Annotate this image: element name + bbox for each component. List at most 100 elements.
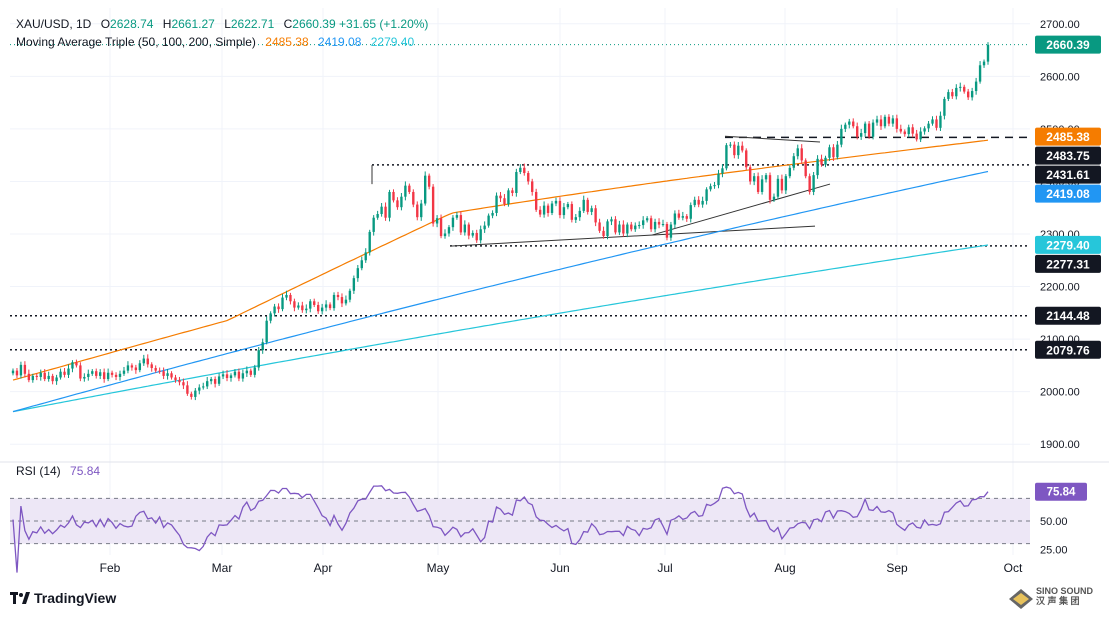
candle-body bbox=[550, 203, 554, 213]
candle-body bbox=[360, 260, 363, 269]
candle-body bbox=[760, 179, 764, 192]
candle-body bbox=[800, 148, 803, 161]
candle-body bbox=[269, 313, 272, 321]
candle-body bbox=[523, 167, 526, 174]
candle-body bbox=[142, 358, 145, 364]
candle-body bbox=[150, 364, 153, 369]
candle-body bbox=[451, 217, 455, 228]
candle-body bbox=[852, 121, 855, 127]
candle-body bbox=[804, 160, 807, 177]
tradingview-logo[interactable]: TradingView bbox=[10, 590, 116, 606]
candle-body bbox=[170, 373, 173, 378]
candle-body bbox=[923, 128, 926, 132]
low-label: L bbox=[224, 17, 231, 31]
candle-body bbox=[745, 150, 748, 168]
candle-body bbox=[289, 294, 292, 302]
candle-body bbox=[110, 372, 114, 375]
candle-body bbox=[328, 304, 332, 309]
candle-body bbox=[194, 390, 197, 397]
price-label-ma100-box bbox=[1035, 184, 1101, 203]
candle-body bbox=[273, 306, 276, 314]
trend-line bbox=[449, 225, 816, 247]
level-label: 2079.76 bbox=[1046, 343, 1090, 357]
x-tick-label: Jun bbox=[550, 561, 569, 575]
candle-body bbox=[309, 301, 312, 309]
candle-body bbox=[661, 224, 665, 226]
brand-name: TradingView bbox=[34, 590, 117, 606]
ma-header: Moving Average Triple (50, 100, 200, Sim… bbox=[16, 35, 414, 49]
price-label-last: 2660.39 bbox=[1046, 38, 1090, 52]
candle-body bbox=[463, 224, 467, 233]
candle-body bbox=[863, 123, 867, 134]
candle-body bbox=[729, 144, 732, 146]
tradingview-icon bbox=[10, 592, 30, 604]
candle-body bbox=[158, 370, 161, 372]
candle-body bbox=[875, 119, 879, 123]
candle-body bbox=[182, 382, 185, 386]
candle-body bbox=[566, 204, 570, 208]
candle-body bbox=[903, 131, 906, 135]
trend-line bbox=[724, 135, 821, 143]
candle-body bbox=[527, 173, 530, 182]
open-label: O bbox=[100, 17, 111, 31]
candle-body bbox=[221, 374, 225, 377]
candle-body bbox=[931, 119, 934, 124]
level-label: 2144.48 bbox=[1046, 309, 1090, 323]
candle-body bbox=[796, 148, 799, 157]
x-tick-label: Feb bbox=[100, 561, 121, 575]
candle-body bbox=[966, 91, 970, 98]
candle-body bbox=[542, 205, 546, 215]
candle-body bbox=[233, 371, 237, 376]
candle-body bbox=[955, 87, 958, 97]
trend-line bbox=[651, 183, 831, 236]
candle-body bbox=[209, 379, 213, 382]
candle-body bbox=[705, 189, 708, 201]
candle-body bbox=[681, 216, 685, 218]
chart-grid bbox=[0, 8, 1109, 555]
candle-body bbox=[645, 218, 649, 221]
candle-body bbox=[11, 370, 15, 374]
candle-body bbox=[907, 127, 910, 135]
candle-body bbox=[982, 61, 986, 66]
candle-body bbox=[229, 375, 233, 379]
candle-body bbox=[106, 372, 110, 380]
candle-body bbox=[614, 219, 617, 233]
candle-body bbox=[241, 373, 245, 379]
candle-body bbox=[867, 123, 871, 137]
candle-body bbox=[511, 190, 514, 194]
candle-body bbox=[963, 86, 966, 92]
candle-body bbox=[725, 145, 728, 169]
candle-body bbox=[594, 208, 597, 223]
candle-body bbox=[459, 215, 463, 233]
candle-body bbox=[562, 207, 566, 216]
candle-body bbox=[479, 229, 482, 241]
candle-body bbox=[534, 191, 538, 210]
candle-body bbox=[558, 200, 562, 216]
candle-body bbox=[515, 171, 518, 194]
candle-body bbox=[832, 147, 835, 158]
close-value: 2660.39 bbox=[292, 17, 336, 31]
candle-body bbox=[792, 156, 795, 168]
candle-body bbox=[416, 204, 419, 218]
candle-body bbox=[653, 221, 657, 230]
candle-body bbox=[657, 221, 661, 225]
candle-body bbox=[491, 212, 494, 216]
candle-body bbox=[927, 123, 930, 129]
candle-body bbox=[487, 215, 490, 226]
candle-body bbox=[602, 230, 605, 237]
ma-label: Moving Average Triple (50, 100, 200, Sim… bbox=[16, 35, 256, 49]
x-tick-label: Jul bbox=[657, 561, 672, 575]
horizontal-levels bbox=[10, 44, 1030, 351]
candle-body bbox=[71, 362, 74, 369]
candle-body bbox=[443, 233, 447, 237]
candle-body bbox=[59, 371, 62, 378]
candle-body bbox=[146, 358, 149, 365]
candle-body bbox=[836, 144, 839, 158]
candle-body bbox=[570, 204, 574, 220]
candle-body bbox=[871, 122, 875, 137]
candle-body bbox=[749, 167, 752, 182]
x-tick-label: Oct bbox=[1004, 561, 1023, 575]
candle-body bbox=[431, 186, 435, 224]
candle-body bbox=[114, 374, 118, 377]
